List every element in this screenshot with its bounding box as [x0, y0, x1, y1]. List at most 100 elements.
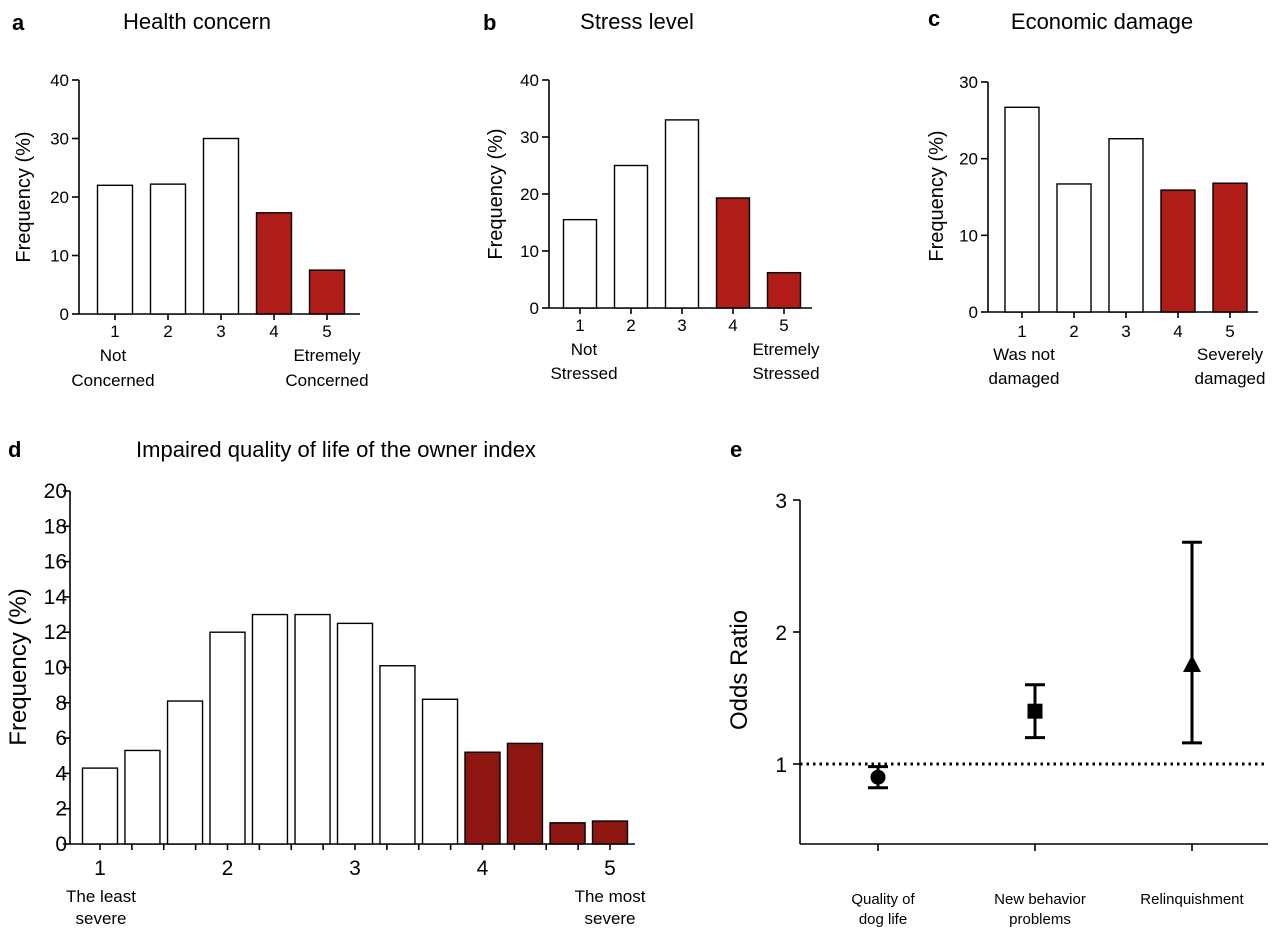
chart-d-bar — [81, 767, 119, 845]
chart-b-bar-5 — [766, 271, 802, 309]
chart-e-ytick-label: 3 — [775, 490, 787, 513]
chart-a-bar-1 — [96, 184, 134, 315]
chart-d-bar — [294, 613, 331, 845]
chart-b-xtick-label: 2 — [626, 316, 635, 335]
chart-a-annotation-left: Not — [100, 346, 127, 365]
chart-e-ylabel: Odds Ratio — [726, 610, 753, 730]
chart-c-annotation-left: damaged — [989, 369, 1060, 388]
chart-e-xtick-label: dog life — [859, 911, 907, 928]
chart-d-bar — [464, 751, 501, 845]
chart-b-annotation-right: Stressed — [752, 364, 819, 383]
chart-a-ytick-label: 20 — [50, 188, 69, 207]
chart-d-title: Impaired quality of life of the owner in… — [136, 437, 536, 462]
chart-c-ytick-label: 10 — [959, 226, 978, 245]
chart-e-ytick-label: 2 — [775, 622, 787, 645]
chart-c-ytick-label: 20 — [959, 150, 978, 169]
chart-b-annotation-right: Etremely — [752, 340, 820, 359]
chart-c-xtick-label: 5 — [1225, 322, 1234, 341]
chart-b-xtick-label: 1 — [575, 316, 584, 335]
chart-d-xtick-label: 5 — [604, 857, 616, 880]
chart-c-ytick-label: 30 — [959, 73, 978, 92]
chart-a-annotation-right: Concerned — [285, 371, 368, 390]
chart-b-xtick-label: 3 — [677, 316, 686, 335]
chart-b-annotation-left: Not — [571, 340, 598, 359]
chart-b-ytick-label: 30 — [520, 128, 539, 147]
panel-letter-a: a — [12, 10, 25, 35]
chart-b-title: Stress level — [580, 9, 694, 34]
chart-d-bar — [166, 700, 204, 845]
chart-d-ylabel: Frequency (%) — [5, 588, 32, 745]
chart-b-bar-4 — [715, 197, 751, 309]
chart-a-ylabel: Frequency (%) — [13, 131, 35, 262]
chart-d-ytick-label: 0 — [55, 833, 67, 856]
chart-c-ytick-label: 0 — [969, 303, 978, 322]
chart-e-xtick-label: New behavior — [994, 891, 1086, 908]
chart-a-annotation-left: Concerned — [71, 371, 154, 390]
chart-c-xtick-label: 3 — [1121, 322, 1130, 341]
chart-b-bar-1 — [562, 218, 598, 309]
panel-letter-e: e — [730, 437, 742, 462]
chart-e-xtick-label: problems — [1009, 911, 1071, 928]
chart-a-xtick-label: 1 — [110, 322, 119, 341]
chart-d-ytick-label: 16 — [44, 551, 67, 574]
chart-c-bar-1 — [1004, 106, 1040, 313]
chart-a-xtick-label: 3 — [216, 322, 225, 341]
chart-d-bar — [506, 742, 544, 845]
chart-d-ytick-label: 20 — [44, 480, 67, 503]
chart-e-point-circle — [870, 769, 886, 785]
chart-b-bar-2 — [613, 164, 649, 309]
chart-c-annotation-left: Was not — [993, 345, 1055, 364]
chart-d-bar — [421, 698, 459, 845]
chart-a-ytick-label: 30 — [50, 130, 69, 149]
chart-a-bar-4 — [255, 212, 293, 315]
chart-d-bar — [591, 820, 629, 845]
chart-b-ytick-label: 40 — [520, 71, 539, 90]
chart-c-title: Economic damage — [1011, 9, 1193, 34]
chart-d-xtick-label: 3 — [349, 857, 361, 880]
chart-a-xtick-label: 2 — [163, 322, 172, 341]
chart-d-ytick-label: 6 — [55, 727, 67, 750]
chart-d-xtick-label: 1 — [94, 857, 106, 880]
chart-c-annotation-right: damaged — [1195, 369, 1266, 388]
chart-a-bar-5 — [308, 269, 346, 315]
chart-e-point-square — [1027, 703, 1043, 719]
chart-d-xtick-label: 4 — [477, 857, 489, 880]
chart-d-ytick-label: 8 — [55, 692, 67, 715]
chart-d-ytick-label: 2 — [55, 798, 67, 821]
chart-c-bar-5 — [1212, 182, 1248, 313]
chart-c-bar-2 — [1056, 183, 1092, 313]
chart-b-xtick-label: 4 — [728, 316, 737, 335]
chart-b-xtick-label: 5 — [779, 316, 788, 335]
chart-a-xtick-label: 5 — [322, 322, 331, 341]
chart-d-annotation-right: The most — [575, 887, 646, 906]
chart-d-bar — [251, 613, 289, 845]
chart-d-bar — [379, 665, 416, 845]
chart-b-ytick-label: 20 — [520, 185, 539, 204]
chart-d-ytick-label: 4 — [55, 762, 67, 785]
chart-c-annotation-right: Severely — [1197, 345, 1264, 364]
chart-c-ylabel: Frequency (%) — [926, 130, 948, 261]
chart-d-ytick-label: 18 — [44, 515, 67, 538]
chart-e-xtick-label: Relinquishment — [1140, 891, 1244, 908]
panel-letter-d: d — [8, 437, 21, 462]
chart-d-ytick-label: 10 — [44, 657, 67, 680]
panel-letter-c: c — [928, 6, 940, 31]
chart-d-xtick-label: 2 — [222, 857, 234, 880]
chart-d-annotation-right: severe — [584, 909, 635, 928]
chart-e-xtick-label: Quality of — [851, 891, 915, 908]
chart-a-ytick-label: 0 — [60, 305, 69, 324]
chart-c-xtick-label: 2 — [1069, 322, 1078, 341]
chart-c-xtick-label: 1 — [1017, 322, 1026, 341]
chart-d-bar — [549, 822, 586, 845]
chart-b-ytick-label: 10 — [520, 242, 539, 261]
chart-b-ytick-label: 0 — [530, 299, 539, 318]
chart-a-bar-3 — [202, 137, 240, 315]
chart-c-bar-3 — [1108, 138, 1144, 313]
chart-c-bar-4 — [1160, 189, 1196, 313]
chart-b-annotation-left: Stressed — [550, 364, 617, 383]
chart-e-point-triangle — [1183, 655, 1201, 672]
chart-a-ytick-label: 10 — [50, 247, 69, 266]
chart-a-annotation-right: Etremely — [293, 346, 361, 365]
chart-d-annotation-left: severe — [75, 909, 126, 928]
